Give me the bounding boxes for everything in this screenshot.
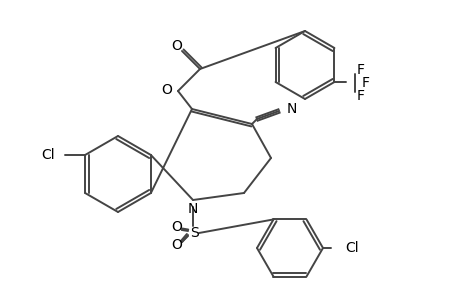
Text: O: O [171, 220, 182, 234]
Text: N: N [187, 202, 198, 216]
Text: F: F [356, 89, 364, 103]
Text: O: O [171, 39, 182, 53]
Text: O: O [161, 83, 172, 97]
Text: N: N [286, 102, 297, 116]
Text: F: F [361, 76, 369, 90]
Text: O: O [171, 238, 182, 252]
Text: S: S [190, 226, 199, 240]
Text: Cl: Cl [344, 241, 358, 255]
Text: F: F [356, 63, 364, 77]
Text: Cl: Cl [41, 148, 55, 162]
